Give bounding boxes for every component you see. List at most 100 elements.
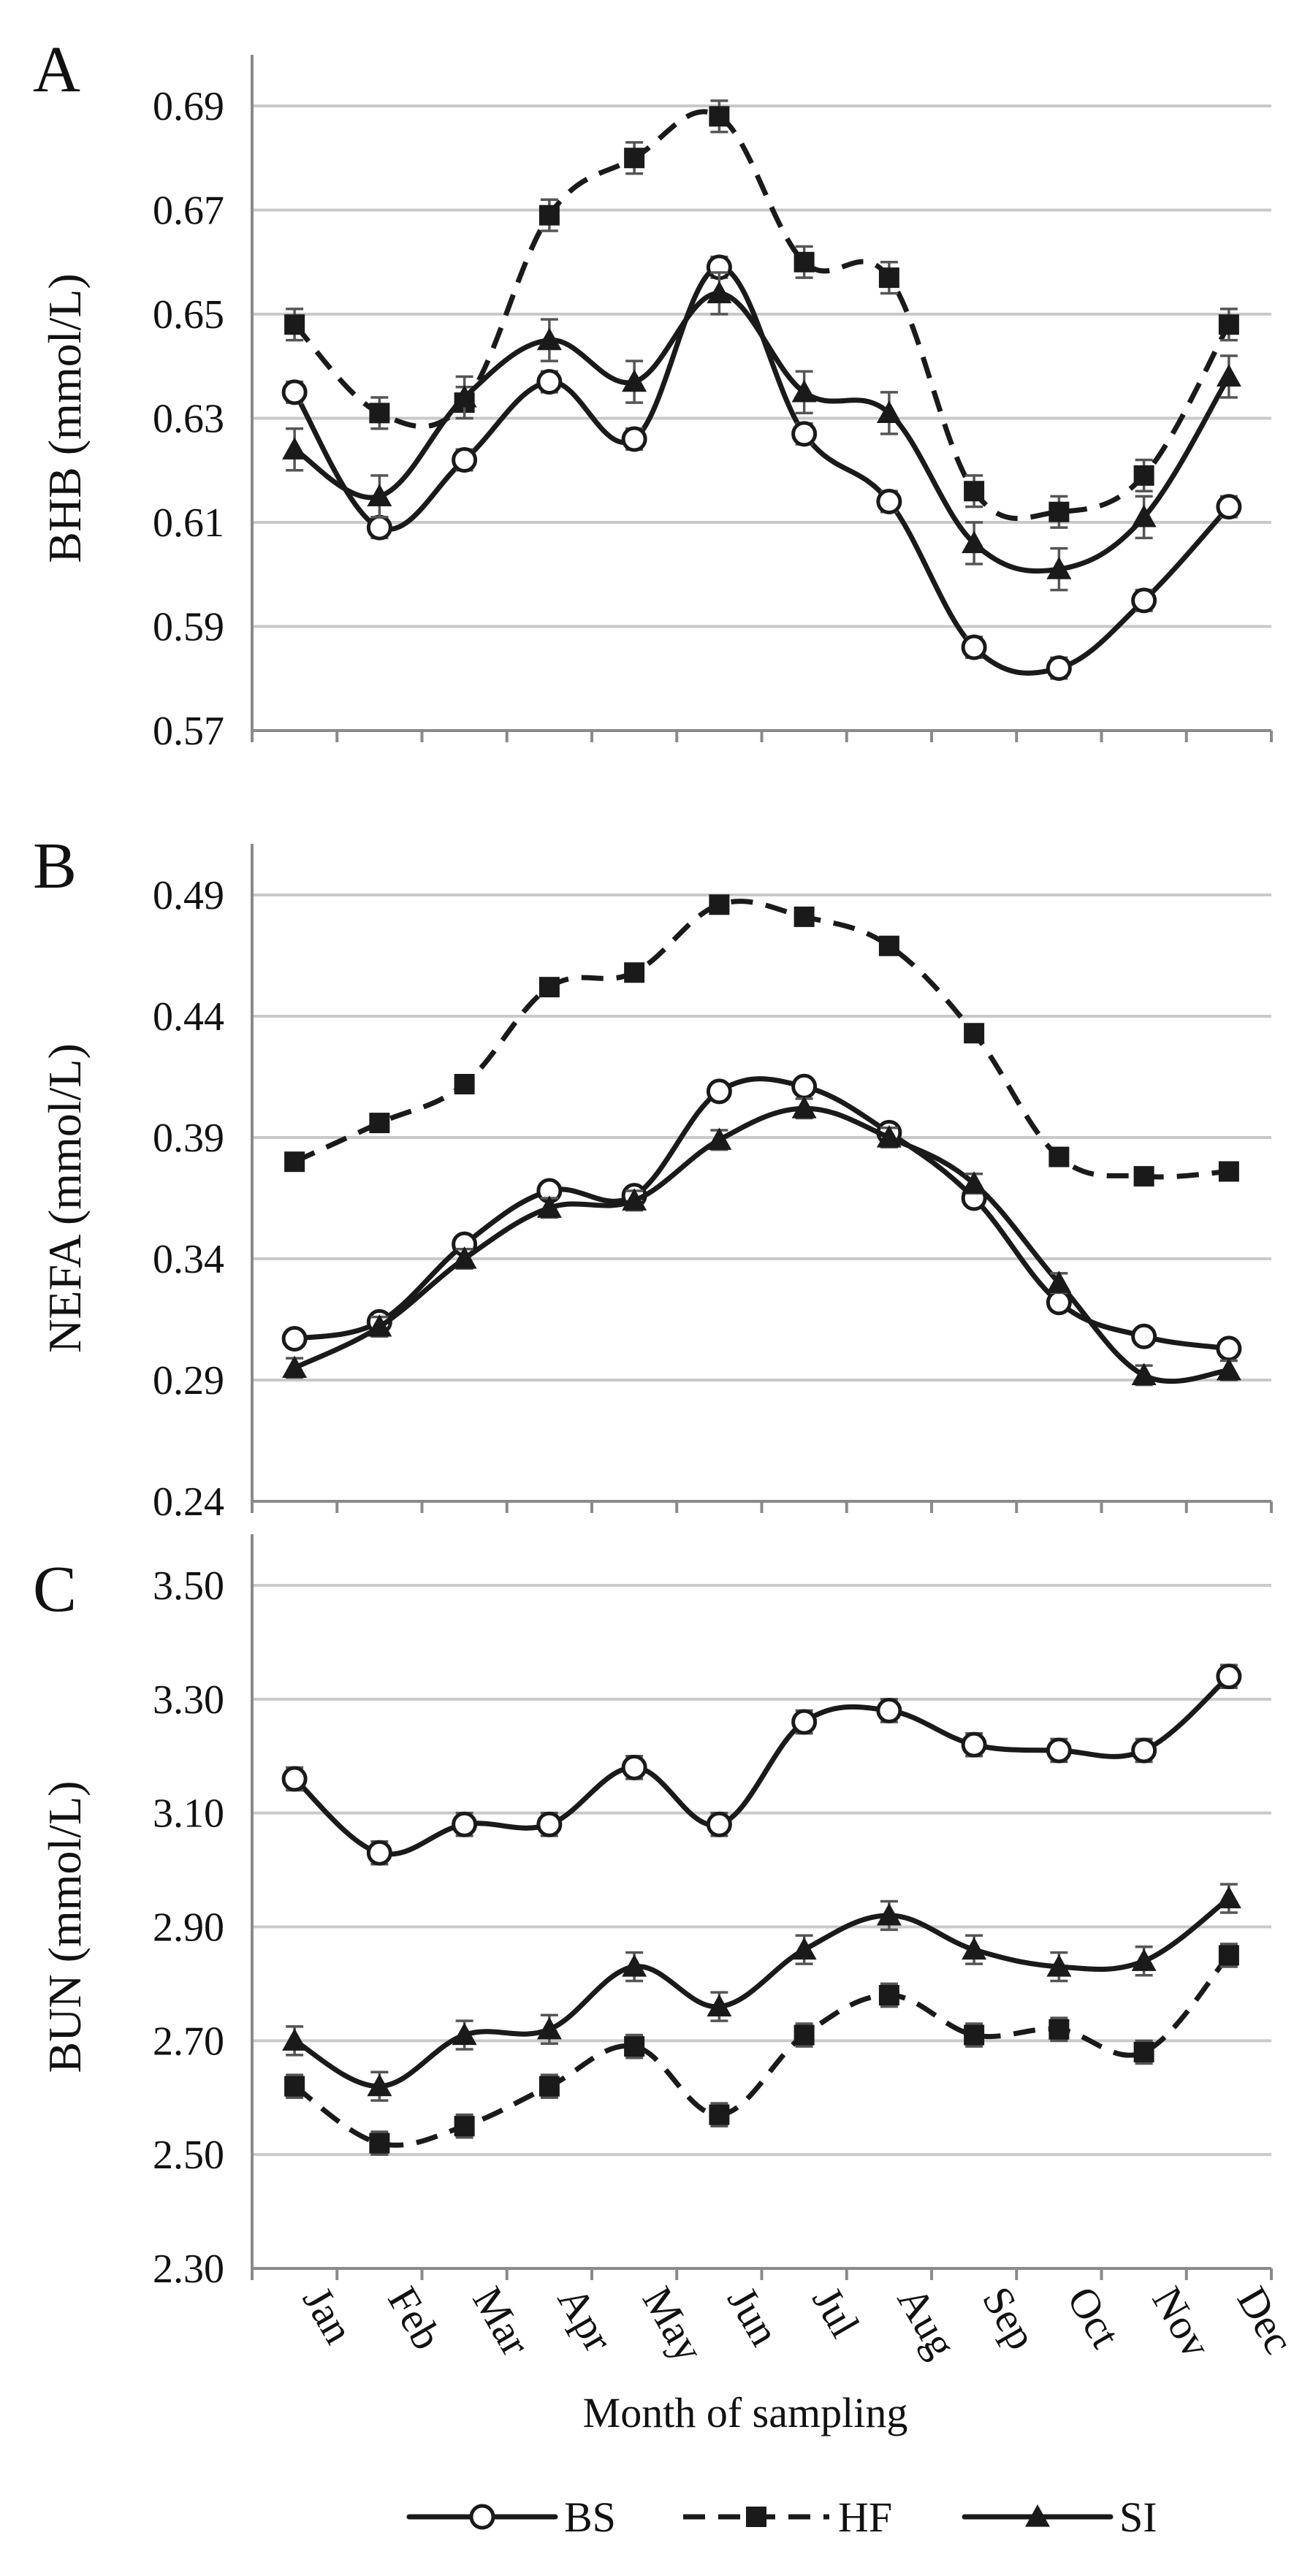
panel-a: A 0.69 0.67 0.65 0.63 0.61 0.59 0.57 BHB (mmol/L… [33,34,1273,754]
data-point-si [876,1902,902,1926]
series-si [282,271,1241,592]
series-line-si [292,290,1232,574]
legend: BS HF SI [406,2493,1157,2541]
data-point-si [367,1314,392,1337]
data-point-si [707,1994,732,2017]
series-line-hf [293,899,1230,1180]
data-point-si [1216,1886,1241,1909]
y-tick-label: 0.65 [153,292,224,338]
y-tick-label: 3.30 [153,1677,224,1723]
data-point-bs [1046,655,1072,681]
data-point-bs [876,489,902,514]
data-point-si [1046,1270,1072,1293]
data-point-hf [284,314,305,335]
series-bs [281,254,1242,681]
data-point-hf [1049,501,1070,522]
data-point-bs [281,1766,308,1792]
data-point-bs [281,379,308,405]
legend-item-si: SI [962,2493,1157,2541]
y-tick-label: 0.69 [153,84,224,129]
y-tick-label: 0.63 [153,397,224,442]
data-point-hf [454,1073,475,1094]
series-si [282,1096,1241,1387]
y-tick-label: 2.50 [153,2133,224,2178]
data-point-bs [1131,1323,1157,1349]
data-point-hf [369,403,390,424]
data-point-hf [709,894,730,915]
x-tick-label: Feb [378,2279,452,2358]
series-line-si [292,1105,1232,1384]
data-point-bs [706,1811,732,1837]
data-point-hf [369,1113,390,1134]
y-tick-label: 0.61 [153,500,224,546]
data-point-hf [964,2024,985,2046]
data-point-bs [366,1840,392,1866]
series-bs [281,1664,1242,1866]
data-point-bs [452,447,478,473]
data-point-bs [791,421,818,447]
data-point-si [1131,1948,1157,1971]
data-point-hf [964,481,985,502]
y-tick-label: 2.30 [153,2247,224,2292]
data-point-hf [1218,314,1239,335]
data-point-si [1131,1363,1157,1385]
data-point-hf [284,2076,305,2097]
data-point-si [282,437,308,460]
series-line-bs [292,264,1232,676]
data-point-bs [452,1811,478,1837]
y-tick-label: 3.10 [153,1791,224,1837]
x-tick-label: Mar [463,2279,540,2363]
y-axis-title: BHB (mmol/L) [39,273,91,563]
data-point-si [536,1195,562,1218]
data-point-bs [876,1697,902,1723]
data-point-hf [1049,2019,1070,2040]
y-tick-label: 0.44 [153,994,224,1040]
data-point-si [622,369,647,392]
y-tick-label: 3.50 [153,1563,224,1609]
data-point-bs [621,1754,647,1780]
data-point-hf [624,148,645,169]
data-point-si [791,1096,817,1119]
data-point-hf [709,106,730,127]
data-point-si [791,1937,817,1960]
legend-label: SI [1119,2493,1157,2541]
x-tick-label: Nov [1143,2279,1220,2366]
panel-label: B [33,830,77,902]
data-point-si [1216,1357,1241,1381]
data-point-hf [964,1023,985,1044]
data-point-si [1046,557,1072,579]
y-tick-label: 2.70 [153,2019,224,2064]
data-point-hf [1133,2041,1154,2062]
x-tick-label: Oct [1058,2279,1130,2355]
x-tick-label: Aug [888,2279,966,2366]
data-point-si [367,484,392,506]
data-point-si [622,1954,647,1977]
data-point-bs [1046,1737,1072,1764]
y-tick-label: 0.49 [153,873,224,918]
legend-marker [469,2504,495,2530]
data-point-bs [1216,494,1242,520]
data-point-hf [1049,1146,1070,1167]
series-hf [284,894,1239,1187]
data-point-bs [366,514,392,541]
data-point-si [536,327,562,351]
data-point-si [876,400,902,423]
data-point-bs [961,1731,987,1758]
x-tick-label: Jan [294,2279,363,2351]
data-point-si [876,1125,902,1148]
legend-marker [1025,2504,1050,2527]
data-point-bs [536,369,563,395]
panel-c: C 3.50 3.30 3.10 2.90 2.70 2.50 2.30 BUN (mmol/L… [33,1534,1273,2292]
data-point-si [282,1355,308,1378]
data-point-bs [621,426,647,452]
x-tick-label: Dec [1228,2279,1304,2361]
data-point-si [282,2028,308,2051]
x-tick-label: Apr [549,2279,623,2360]
data-point-hf [624,962,645,983]
data-point-hf [538,2076,560,2097]
data-point-si [536,2016,562,2040]
data-point-hf [793,2024,815,2046]
data-point-si [1046,1954,1072,1977]
